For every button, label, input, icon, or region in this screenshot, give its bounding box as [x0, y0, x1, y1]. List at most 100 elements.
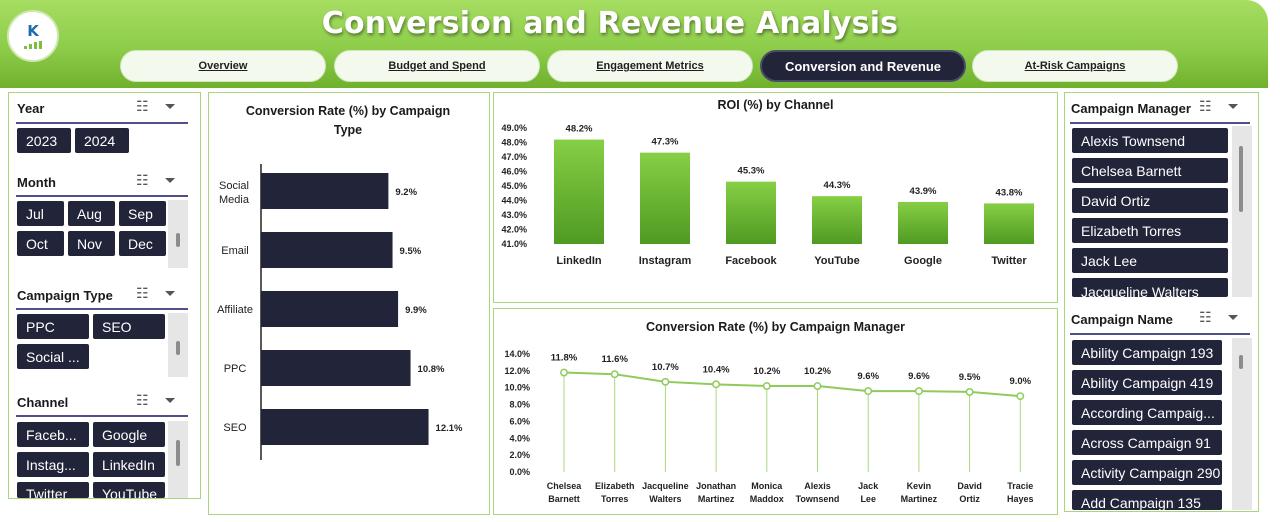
category-label: Social — [219, 180, 249, 192]
bar — [261, 409, 429, 445]
category-label: Martinez — [901, 494, 938, 504]
y-tick-label: 47.0% — [501, 152, 527, 162]
tab-overview[interactable]: Overview — [120, 50, 326, 82]
y-tick-label: 42.0% — [501, 225, 527, 235]
campaign-name-scroll-thumb[interactable] — [1239, 355, 1243, 369]
campaign-name-scrollbar[interactable] — [1232, 338, 1252, 510]
year-item-2023[interactable]: 2023 — [17, 128, 71, 153]
y-tick-label: 0.0% — [509, 467, 530, 477]
category-label: Barnett — [548, 494, 580, 504]
tab-at-risk-campaigns[interactable]: At-Risk Campaigns — [972, 50, 1178, 82]
month-scroll-thumb[interactable] — [176, 233, 180, 247]
channel-item-instagram[interactable]: Instag... — [17, 452, 89, 477]
clear-filter-icon[interactable]: ⏷ — [164, 172, 176, 188]
data-label: 9.6% — [908, 371, 930, 382]
clear-filter-icon[interactable]: ⏷ — [1227, 309, 1239, 325]
data-label: 9.9% — [405, 305, 427, 316]
multi-select-icon[interactable]: ☷ — [136, 172, 149, 188]
channel-item-linkedin[interactable]: LinkedIn — [93, 452, 165, 477]
data-label: 10.4% — [703, 364, 730, 375]
campaign-name-item[interactable]: Ability Campaign 193 — [1072, 340, 1222, 365]
multi-select-icon[interactable]: ☷ — [1199, 98, 1212, 114]
multi-select-icon[interactable]: ☷ — [136, 98, 149, 114]
clear-filter-icon[interactable]: ⏷ — [164, 285, 176, 301]
multi-select-icon[interactable]: ☷ — [1199, 309, 1212, 325]
tab-budget-and-spend[interactable]: Budget and Spend — [334, 50, 540, 82]
tab-conversion-and-revenue[interactable]: Conversion and Revenue — [760, 50, 966, 82]
y-tick-label: 41.0% — [501, 239, 527, 249]
bar — [261, 173, 389, 209]
category-label: PPC — [224, 363, 247, 375]
manager-item-jacqueline-walters[interactable]: Jacqueline Walters — [1072, 278, 1228, 297]
conversion-by-manager-chart: 14.0% 12.0% 10.0% 8.0% 6.0% 4.0% 2.0% 0.0% 11.8%… — [504, 349, 1033, 504]
campaign-type-item-seo[interactable]: SEO — [93, 314, 165, 339]
channel-item-facebook[interactable]: Faceb... — [17, 422, 89, 447]
data-label: 48.2% — [566, 124, 593, 135]
manager-item-alexis-townsend[interactable]: Alexis Townsend — [1072, 128, 1228, 153]
campaign-name-slicer-title: Campaign Name — [1071, 312, 1173, 327]
roi-by-channel-chart: 49.0% 48.0% 47.0% 46.0% 45.0% 44.0% 43.0% 42.0%… — [501, 123, 1034, 267]
campaign-type-item-ppc[interactable]: PPC — [17, 314, 89, 339]
channel-scroll-thumb[interactable] — [176, 440, 180, 466]
data-label: 44.3% — [824, 180, 851, 191]
category-label: Martinez — [698, 494, 735, 504]
year-item-2024[interactable]: 2024 — [75, 128, 129, 153]
category-label: Chelsea — [547, 481, 583, 491]
campaign-name-item[interactable]: Ability Campaign 419 — [1072, 370, 1222, 395]
category-label: Torres — [601, 494, 628, 504]
clear-filter-icon[interactable]: ⏷ — [164, 392, 176, 408]
category-label: Kevin — [907, 481, 932, 491]
data-point — [610, 370, 619, 379]
campaign-name-item[interactable]: Add Campaign 135 — [1072, 490, 1222, 510]
channel-item-google[interactable]: Google — [93, 422, 165, 447]
data-label: 43.9% — [910, 186, 937, 197]
data-label: 10.7% — [652, 362, 679, 373]
data-label: 9.5% — [959, 372, 981, 383]
manager-item-elizabeth-torres[interactable]: Elizabeth Torres — [1072, 218, 1228, 243]
bar — [261, 291, 399, 327]
category-label: YouTube — [814, 255, 859, 267]
category-label: Facebook — [725, 255, 777, 267]
tab-engagement-metrics[interactable]: Engagement Metrics — [547, 50, 753, 82]
category-label: Affiliate — [217, 304, 253, 316]
multi-select-icon[interactable]: ☷ — [136, 392, 149, 408]
y-tick-label: 10.0% — [504, 383, 530, 393]
manager-chart-panel — [493, 308, 1058, 515]
month-item-sep[interactable]: Sep — [119, 201, 166, 226]
data-point — [965, 387, 974, 396]
campaign-type-scroll-thumb[interactable] — [176, 341, 180, 355]
data-label: 9.6% — [857, 371, 879, 382]
category-label: LinkedIn — [556, 255, 602, 267]
clear-filter-icon[interactable]: ⏷ — [1227, 98, 1239, 114]
campaign-manager-scroll-thumb[interactable] — [1239, 146, 1243, 212]
category-label: Alexis — [804, 481, 831, 491]
data-label: 12.1% — [436, 423, 463, 434]
month-item-jul[interactable]: Jul — [17, 201, 64, 226]
month-item-aug[interactable]: Aug — [68, 201, 115, 226]
bar — [261, 232, 393, 268]
campaign-name-item[interactable]: Across Campaign 91 — [1072, 430, 1222, 455]
multi-select-icon[interactable]: ☷ — [136, 285, 149, 301]
category-label: Email — [221, 245, 249, 257]
data-label: 9.0% — [1009, 376, 1031, 387]
manager-item-jack-lee[interactable]: Jack Lee — [1072, 248, 1228, 273]
campaign-name-item[interactable]: Activity Campaign 290 — [1072, 460, 1222, 485]
data-label: 11.6% — [601, 354, 628, 365]
category-label: David — [957, 481, 982, 491]
campaign-type-item-social[interactable]: Social ... — [17, 344, 89, 369]
month-item-dec[interactable]: Dec — [119, 231, 166, 256]
manager-item-chelsea-barnett[interactable]: Chelsea Barnett — [1072, 158, 1228, 183]
logo-bars-icon — [24, 40, 42, 49]
campaign-name-item[interactable]: According Campaig... — [1072, 400, 1222, 425]
logo-text: K — [27, 21, 39, 40]
data-point — [914, 387, 923, 396]
manager-item-david-ortiz[interactable]: David Ortiz — [1072, 188, 1228, 213]
data-point — [712, 380, 721, 389]
clear-filter-icon[interactable]: ⏷ — [164, 98, 176, 114]
channel-item-youtube[interactable]: YouTube — [93, 482, 165, 498]
month-item-oct[interactable]: Oct — [17, 231, 64, 256]
y-tick-label: 45.0% — [501, 181, 527, 191]
channel-item-twitter[interactable]: Twitter — [17, 482, 89, 498]
data-label: 47.3% — [652, 137, 679, 148]
month-item-nov[interactable]: Nov — [68, 231, 115, 256]
